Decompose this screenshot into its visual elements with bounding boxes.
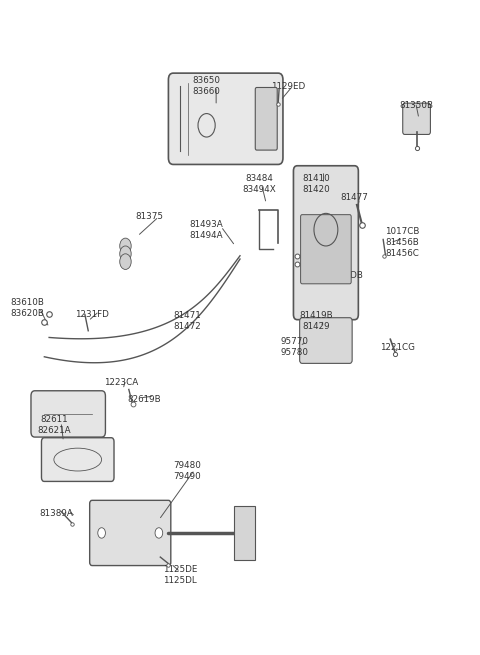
Text: 82611
82621A: 82611 82621A bbox=[37, 415, 71, 436]
Text: 95770
95780: 95770 95780 bbox=[281, 337, 309, 357]
Text: 1231FD: 1231FD bbox=[75, 310, 109, 319]
FancyBboxPatch shape bbox=[255, 88, 277, 150]
Text: 81410
81420: 81410 81420 bbox=[302, 174, 330, 194]
Circle shape bbox=[120, 238, 131, 253]
FancyBboxPatch shape bbox=[293, 166, 359, 320]
Text: 1223CA: 1223CA bbox=[104, 379, 138, 388]
Circle shape bbox=[155, 528, 163, 538]
Text: 82619B: 82619B bbox=[128, 395, 161, 403]
Text: 1221CG: 1221CG bbox=[380, 343, 415, 352]
Circle shape bbox=[98, 528, 106, 538]
FancyBboxPatch shape bbox=[168, 73, 283, 164]
Text: 81419B
81429: 81419B 81429 bbox=[300, 311, 333, 331]
FancyBboxPatch shape bbox=[300, 215, 351, 284]
Text: 79480
79490: 79480 79490 bbox=[174, 461, 202, 481]
Text: 81350B: 81350B bbox=[399, 102, 433, 110]
FancyBboxPatch shape bbox=[41, 438, 114, 481]
FancyBboxPatch shape bbox=[403, 103, 431, 134]
Text: 81477: 81477 bbox=[341, 193, 369, 202]
Text: 81471
81472: 81471 81472 bbox=[174, 311, 202, 331]
Text: 83484
83494X: 83484 83494X bbox=[242, 174, 276, 194]
FancyBboxPatch shape bbox=[31, 391, 106, 437]
Circle shape bbox=[120, 253, 131, 269]
Text: 1017CB
81456B
81456C: 1017CB 81456B 81456C bbox=[385, 227, 420, 258]
Text: 1129ED: 1129ED bbox=[271, 82, 305, 90]
FancyBboxPatch shape bbox=[234, 506, 255, 560]
Text: 1231DB: 1231DB bbox=[327, 271, 362, 280]
Text: 81389A: 81389A bbox=[39, 509, 73, 518]
Text: 83650
83660: 83650 83660 bbox=[192, 76, 221, 96]
Circle shape bbox=[120, 246, 131, 261]
Text: 83610B
83620B: 83610B 83620B bbox=[11, 298, 45, 318]
FancyBboxPatch shape bbox=[90, 500, 171, 565]
FancyBboxPatch shape bbox=[300, 318, 352, 364]
Text: 81493A
81494A: 81493A 81494A bbox=[190, 219, 224, 240]
Text: 81375: 81375 bbox=[135, 212, 163, 221]
Text: 1125DE
1125DL: 1125DE 1125DL bbox=[163, 565, 198, 586]
